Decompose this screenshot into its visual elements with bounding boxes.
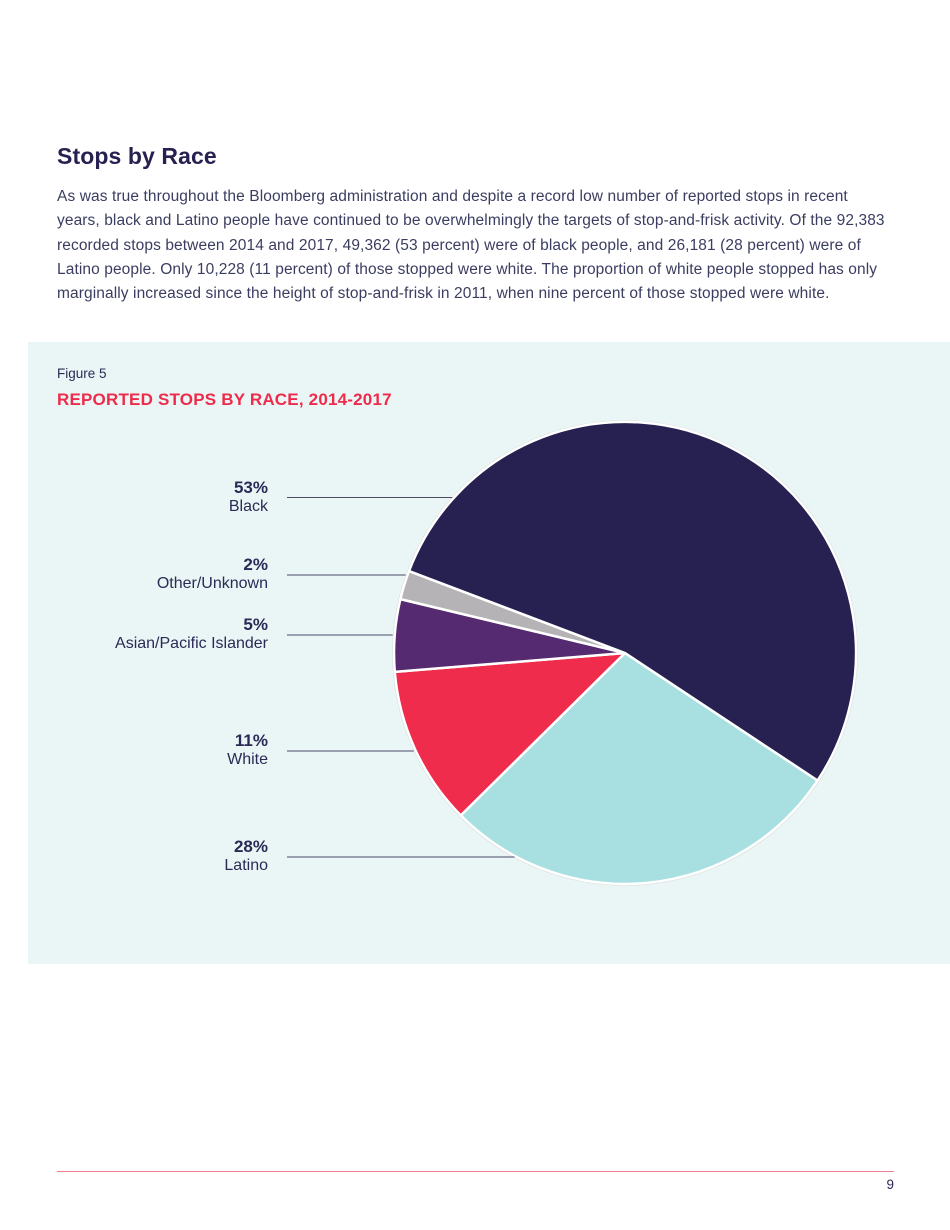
figure-panel: Figure 5 REPORTED STOPS BY RACE, 2014-20… — [28, 342, 950, 964]
pie-label-percent: 2% — [243, 555, 268, 574]
pie-label-name: Other/Unknown — [156, 575, 268, 592]
figure-label: Figure 5 — [57, 366, 107, 381]
body-paragraph: As was true throughout the Bloomberg adm… — [57, 188, 885, 303]
pie-label-black: 53% Black — [28, 478, 268, 516]
pie-slice-white — [393, 651, 627, 817]
pie-slice-latino — [459, 651, 819, 886]
pie-label-latino: 28% Latino — [28, 837, 268, 875]
footer-rule — [57, 1171, 894, 1172]
pie-label-percent: 11% — [234, 731, 268, 750]
page-number: 9 — [886, 1177, 894, 1192]
pie-label-name: White — [227, 751, 268, 768]
pie-label-percent: 5% — [243, 615, 268, 634]
pie-label-percent: 53% — [233, 477, 268, 497]
page-title: Stops by Race — [57, 143, 217, 169]
pie-chart-svg — [287, 420, 858, 886]
pie-label-name: Asian/Pacific Islander — [115, 635, 268, 652]
pie-label-name: Latino — [224, 857, 268, 874]
pie-label-percent: 28% — [233, 837, 268, 856]
pie-label-other-unknown: 2% Other/Unknown — [28, 555, 268, 593]
pie-label-name: Black — [228, 497, 268, 515]
pie-label-white: 11% White — [28, 731, 268, 769]
pie-slice-black — [407, 420, 858, 782]
pie-label-asian-pacific-islander: 5% Asian/Pacific Islander — [28, 615, 268, 653]
figure-title: REPORTED STOPS BY RACE, 2014-2017 — [57, 390, 392, 409]
